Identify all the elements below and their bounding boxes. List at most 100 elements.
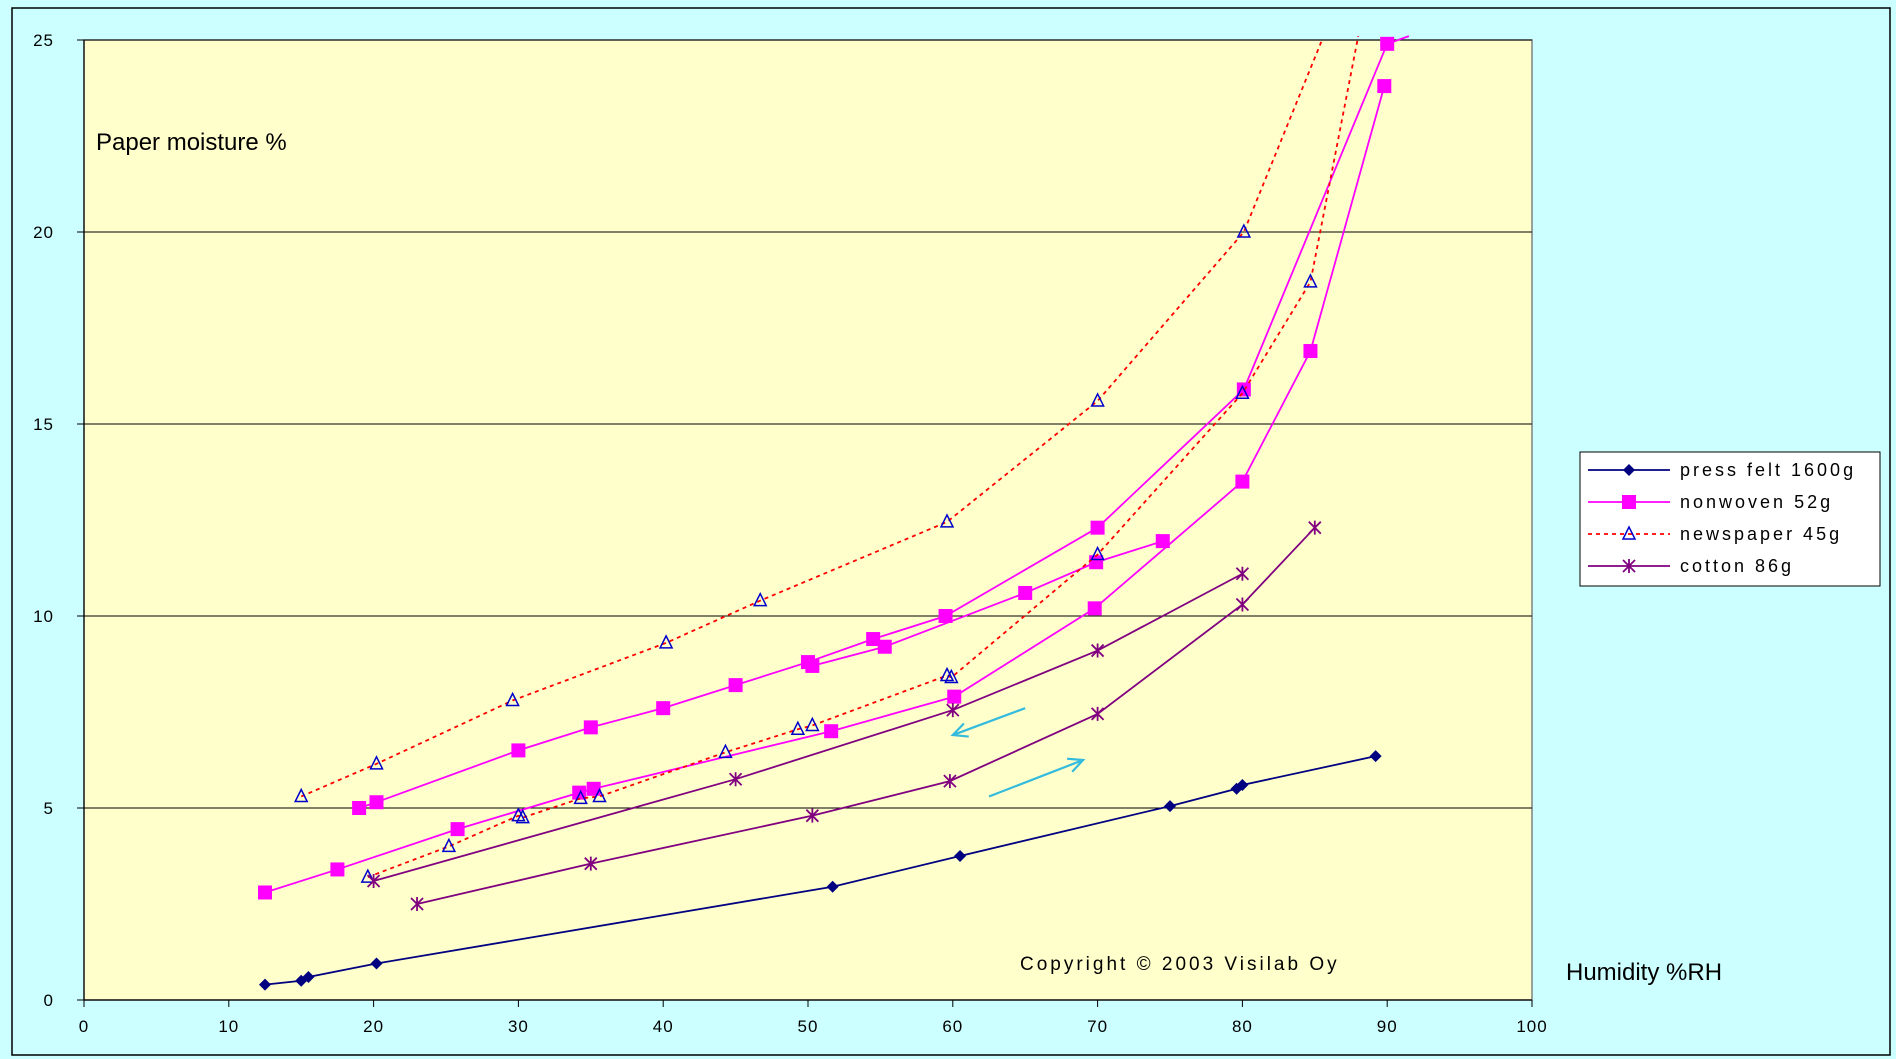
series-2-point [1303,344,1318,359]
arrow-head [1067,757,1086,773]
series-4-point [943,774,957,789]
series-3-point [1303,273,1318,288]
series-4-point [410,897,424,911]
y-axis-label: Paper moisture % [96,129,287,156]
x-tick-label-70: 70 [1087,1017,1108,1036]
arrows-group [950,707,1086,798]
series-2-point [938,609,953,623]
series-3-point [1090,392,1105,407]
arrow-shaft [952,707,1026,737]
series-2-point [330,862,345,877]
series-3-point [790,720,806,736]
x-tick-label-0: 0 [79,1017,89,1036]
x-tick-label-60: 60 [942,1017,963,1036]
legend-marker [1623,464,1635,476]
y-tick-label-0: 0 [44,991,54,1010]
series-3 [293,35,1360,883]
series-2-point [1087,601,1102,616]
series-2-point [1377,79,1392,94]
x-tick-label-20: 20 [363,1017,384,1036]
series-2-point [656,701,671,716]
plot-area [83,39,1533,1001]
series-1-point [1164,800,1176,813]
series-4-point [1090,706,1105,721]
series-3-point [505,691,520,707]
series-3-point [658,634,674,649]
series-1-point [302,970,315,983]
series-2-point [1018,585,1033,600]
series-4-point [584,856,598,871]
series-2-point [947,689,962,704]
series-3-point [515,808,530,824]
x-tick-label-40: 40 [653,1017,674,1036]
legend-item-3: newspaper 45g [1588,524,1842,544]
series-3-point [944,668,959,684]
series-3-line-2 [367,35,1360,878]
series-2-point [1089,555,1104,570]
copyright-annotation: Copyright © 2003 Visilab Oy [1020,954,1340,975]
x-axis-label: Humidity %RH [1566,959,1722,986]
chart-area-border [11,7,1891,1056]
series-3-point [718,743,733,759]
x-tick-label-90: 90 [1377,1017,1398,1036]
legend-label: nonwoven 52g [1680,492,1833,512]
series-1-point [370,957,383,970]
series-2-point [866,632,881,647]
direction-arrow-2 [988,757,1086,798]
y-tick-label-25: 25 [33,31,54,50]
series-1-point [826,880,839,893]
series-3-point [592,787,607,803]
y-tick-label-10: 10 [33,607,54,626]
legend-label: cotton 86g [1680,556,1794,576]
series-4-point [1090,643,1105,658]
legend-item-2: nonwoven 52g [1588,492,1833,512]
series-1 [259,750,1382,991]
y-tick-label-15: 15 [33,415,54,434]
series-4-point [1235,597,1250,612]
series-4-point [1308,520,1322,535]
arrow-head [950,722,969,738]
series-2-point [586,781,601,796]
series-3-point [360,868,376,883]
x-tick-label-30: 30 [508,1017,529,1036]
series-3-point [939,513,955,528]
series-4 [366,520,1322,911]
series-3-point [753,591,768,607]
x-tick-label-100: 100 [1516,1017,1547,1036]
legend-marker [1622,495,1636,509]
series-3-point [805,716,820,732]
y-axis-ticks: 0 5 10 15 20 25 [33,31,84,1010]
legend: press felt 1600g nonwoven 52g newspaper 45… [1579,451,1881,587]
legend-label: newspaper 45g [1680,524,1842,544]
y-tick-label-5: 5 [44,799,54,818]
series-2-point [583,720,598,735]
legend-item-4: cotton 86g [1588,556,1794,576]
series-2-point [728,678,743,693]
series-3-point [1090,545,1105,561]
series-2-point [877,639,892,654]
arrow-shaft [988,758,1084,798]
grid-lines [84,39,1532,809]
series-2-point [1235,474,1250,489]
series-2-point [1380,36,1395,51]
series-3-line-1 [300,39,1323,798]
series-2-point [450,822,465,837]
series-3-point [441,837,457,853]
x-tick-label-80: 80 [1232,1017,1253,1036]
legend-label: press felt 1600g [1680,460,1856,480]
series-4-point [1235,566,1250,581]
series-1-point [259,978,271,991]
series-4-point [366,873,381,888]
legend-marker [1621,525,1637,540]
series-3-point [573,789,588,805]
series-2-point [805,658,820,673]
legend-item-1: press felt 1600g [1588,460,1856,480]
x-axis-ticks: 0 10 20 30 40 50 60 70 80 90 100 [79,1000,1547,1036]
x-tick-label-10: 10 [218,1017,239,1036]
series-group [258,35,1410,991]
series-2-point [1090,520,1105,535]
series-3-point [369,755,384,770]
series-2-point [369,795,384,810]
series-4-point [946,703,960,718]
